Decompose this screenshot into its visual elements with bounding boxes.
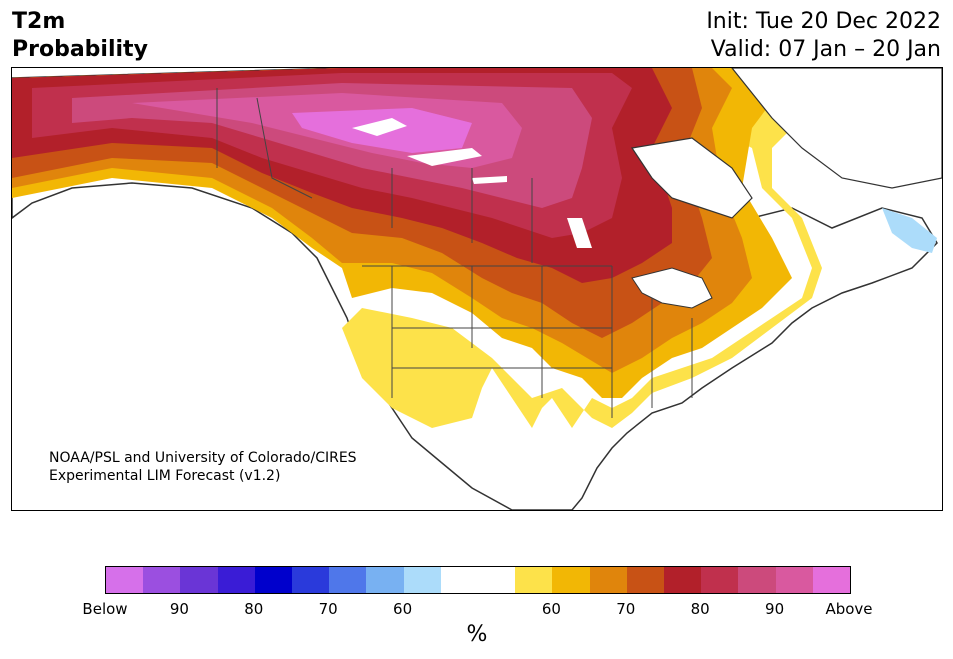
colorbar-cell xyxy=(143,567,181,593)
colorbar-cell xyxy=(626,567,665,593)
colorbar-cell xyxy=(440,567,479,593)
colorbar-tick-label: 70 xyxy=(318,600,338,618)
colorbar-unit: % xyxy=(466,622,488,647)
colorbar-tick-label: 90 xyxy=(765,600,785,618)
colorbar-cell xyxy=(329,567,367,593)
colorbar-cell xyxy=(403,567,441,593)
colorbar-tick-label: Below xyxy=(82,600,128,618)
credit-line-1: NOAA/PSL and University of Colorado/CIRE… xyxy=(49,450,357,466)
valid-range: Valid: 07 Jan – 20 Jan xyxy=(710,37,941,62)
colorbar-cell xyxy=(217,567,255,593)
colorbar-cell xyxy=(589,567,627,593)
probability-map xyxy=(12,68,942,510)
inland-lake-3 xyxy=(472,176,507,184)
greenland xyxy=(731,68,942,189)
colorbar-cell xyxy=(664,567,702,593)
colorbar-cell xyxy=(552,567,590,593)
colorbar-tick-label: Above xyxy=(825,600,873,618)
borders xyxy=(216,88,693,418)
colorbar-tick-label: 80 xyxy=(690,600,710,618)
colorbar-tick-label: 90 xyxy=(169,600,189,618)
colorbar-cell xyxy=(366,567,404,593)
hudson-bay xyxy=(630,137,753,219)
credit-text: NOAA/PSL and University of Colorado/CIRE… xyxy=(49,449,357,485)
forecast-dates: Init: Tue 20 Dec 2022 Valid: 07 Jan – 20… xyxy=(706,8,941,64)
colorbar-cell xyxy=(515,567,553,593)
title-line-2: Probability xyxy=(12,37,148,62)
title-line-1: T2m xyxy=(12,9,66,34)
inland-lake-4 xyxy=(567,218,592,248)
credit-line-2: Experimental LIM Forecast (v1.2) xyxy=(49,468,281,484)
map-panel xyxy=(11,67,943,511)
colorbar-cell xyxy=(254,567,293,593)
colorbar-cell xyxy=(812,567,851,593)
colorbar-tick-label: 60 xyxy=(541,600,561,618)
colorbar-cell xyxy=(106,567,144,593)
inland-lake-2 xyxy=(407,148,482,166)
inland-lake-1 xyxy=(352,118,407,136)
colorbar-tick-label: 60 xyxy=(393,600,413,618)
colorbar-cell xyxy=(180,567,218,593)
colorbar-cell xyxy=(738,567,776,593)
colorbar-cell xyxy=(775,567,813,593)
colorbar-cell xyxy=(478,567,516,593)
colorbar xyxy=(105,566,851,594)
colorbar-cell xyxy=(701,567,739,593)
colorbar-tick-label: 70 xyxy=(616,600,636,618)
init-date: Init: Tue 20 Dec 2022 xyxy=(706,9,941,34)
colorbar-cell xyxy=(292,567,330,593)
band-60-below xyxy=(882,208,937,253)
colorbar-tick-label: 80 xyxy=(244,600,264,618)
map-title: T2m Probability xyxy=(12,8,148,64)
